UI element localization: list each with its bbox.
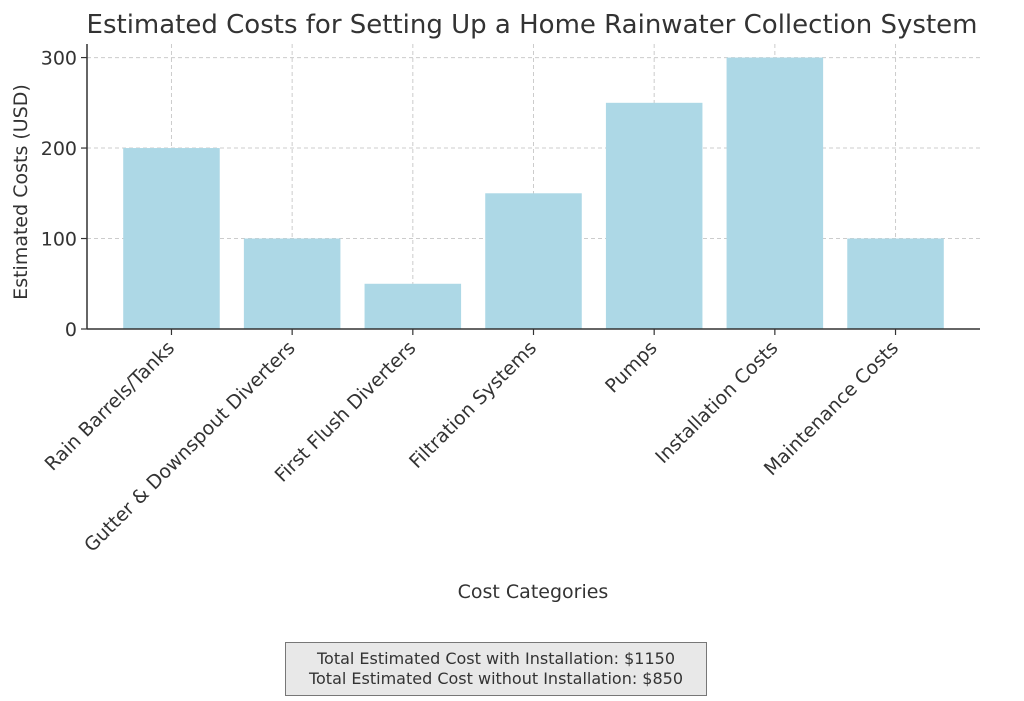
x-tick-label: Pumps	[601, 337, 662, 398]
x-tick-label: Rain Barrels/Tanks	[41, 337, 179, 475]
x-tick-label: First Flush Diverters	[271, 337, 421, 487]
bar	[726, 57, 824, 329]
bar	[605, 102, 703, 329]
y-tick-label: 100	[41, 229, 77, 251]
y-axis-label: Estimated Costs (USD)	[10, 84, 32, 300]
y-tick-label: 0	[65, 319, 77, 341]
bar	[364, 283, 462, 329]
x-axis-label: Cost Categories	[458, 581, 609, 603]
y-ticks: 0 100 200 300	[41, 48, 87, 341]
bar	[243, 238, 341, 329]
bars	[123, 57, 944, 329]
x-tick-label: Installation Costs	[651, 337, 782, 468]
x-tick-label: Maintenance Costs	[760, 337, 903, 480]
chart-title: Estimated Costs for Setting Up a Home Ra…	[87, 10, 978, 40]
y-tick-label: 200	[41, 138, 77, 160]
bar	[123, 148, 220, 329]
x-tick-label: Gutter & Downspout Diverters	[80, 337, 300, 557]
bar	[485, 193, 582, 329]
total-cost-annotation: Total Estimated Cost with Installation: …	[285, 642, 707, 696]
total-with-installation: Total Estimated Cost with Installation: …	[316, 649, 676, 668]
total-without-installation: Total Estimated Cost without Installatio…	[308, 669, 684, 688]
x-tick-label: Filtration Systems	[405, 337, 541, 473]
y-tick-label: 300	[41, 48, 77, 70]
bar	[847, 238, 944, 329]
